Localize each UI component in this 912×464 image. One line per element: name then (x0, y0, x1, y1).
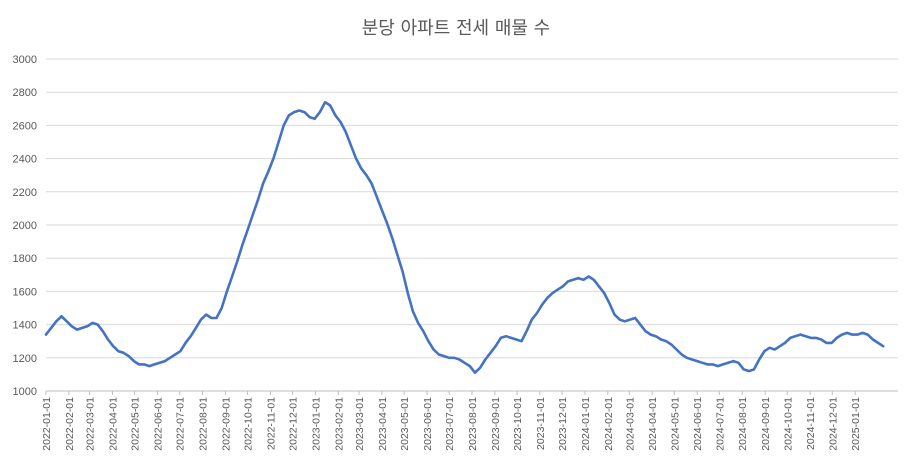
y-tick-label: 2400 (13, 154, 37, 166)
x-tick-label: 2022-01-01 (41, 397, 53, 451)
y-tick-label: 2000 (13, 220, 37, 232)
x-tick-label: 2022-10-01 (243, 397, 255, 451)
x-tick-label: 2025-01-01 (850, 397, 862, 451)
y-tick-label: 1400 (13, 320, 37, 332)
x-tick-label: 2022-12-01 (288, 397, 300, 451)
x-tick-label: 2023-08-01 (467, 397, 479, 451)
x-tick-label: 2023-09-01 (490, 397, 502, 451)
x-tick-label: 2024-05-01 (669, 397, 681, 451)
x-tick-label: 2024-01-01 (580, 397, 592, 451)
x-tick-label: 2024-12-01 (827, 397, 839, 451)
x-tick-label: 2022-06-01 (152, 397, 164, 451)
x-tick-label: 2023-12-01 (557, 397, 569, 451)
y-tick-label: 3000 (13, 54, 37, 66)
x-tick-label: 2024-06-01 (692, 397, 704, 451)
y-tick-label: 1000 (13, 386, 37, 398)
y-tick-label: 2800 (13, 87, 37, 99)
x-tick-label: 2023-10-01 (512, 397, 524, 451)
x-tick-label: 2022-07-01 (175, 397, 187, 451)
x-tick-label: 2023-01-01 (310, 397, 322, 451)
chart-title: 분당 아파트 전세 매물 수 (362, 18, 551, 39)
x-tick-label: 2024-11-01 (805, 397, 817, 450)
x-tick-label: 2022-08-01 (198, 397, 210, 451)
y-tick-label: 1200 (13, 353, 37, 365)
x-tick-label: 2024-10-01 (782, 397, 794, 451)
x-axis-ticks: 2022-01-01 2022-02-01 2022-03-01 2022-04-01… (41, 391, 862, 451)
x-tick-label: 2024-04-01 (647, 397, 659, 451)
x-tick-label: 2023-04-01 (377, 397, 389, 451)
y-tick-label: 2600 (13, 120, 37, 132)
y-axis-ticks: 1000 1200 1400 1600 1800 2000 2200 2400 2600 2800… (13, 54, 37, 398)
x-tick-label: 2024-08-01 (737, 397, 749, 451)
x-tick-label: 2024-03-01 (624, 397, 636, 451)
x-tick-label: 2024-07-01 (714, 397, 726, 451)
y-tick-label: 1800 (13, 253, 37, 265)
y-tick-label: 1600 (13, 286, 37, 298)
y-tick-label: 2200 (13, 187, 37, 199)
x-tick-label: 2024-02-01 (603, 397, 615, 451)
x-tick-label: 2023-06-01 (422, 397, 434, 451)
series-line (44, 100, 885, 375)
x-tick-label: 2023-03-01 (354, 397, 366, 451)
x-tick-label: 2022-03-01 (85, 397, 97, 451)
x-tick-label: 2022-02-01 (64, 397, 76, 451)
x-tick-label: 2022-11-01 (265, 397, 277, 450)
x-tick-label: 2023-05-01 (399, 397, 411, 451)
x-tick-label: 2023-07-01 (444, 397, 456, 451)
x-tick-label: 2022-09-01 (220, 397, 232, 451)
gridlines (46, 58, 898, 359)
x-tick-label: 2022-05-01 (130, 397, 142, 451)
x-tick-label: 2024-09-01 (760, 397, 772, 451)
series-group (44, 100, 885, 375)
x-tick-label: 2022-04-01 (107, 397, 119, 451)
x-tick-label: 2023-02-01 (333, 397, 345, 451)
x-tick-label: 2023-11-01 (535, 397, 547, 450)
